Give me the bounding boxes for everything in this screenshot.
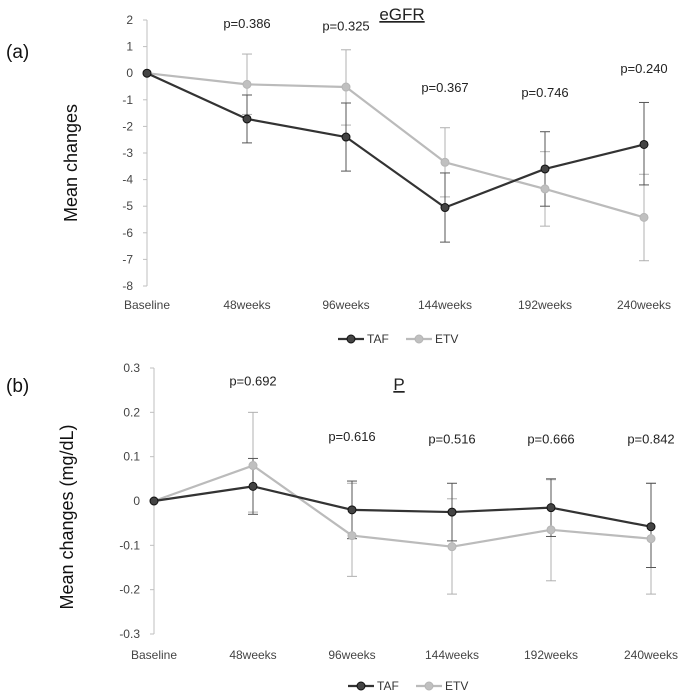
x-tick-label: 144weeks xyxy=(425,648,479,662)
x-tick-label: Baseline xyxy=(124,298,170,312)
p-value-label: p=0.692 xyxy=(229,374,276,389)
legend-marker-etv xyxy=(414,334,424,344)
series-group-p xyxy=(149,411,656,595)
y-tick-label: -3 xyxy=(122,146,133,160)
y-tick-label: 0.2 xyxy=(123,405,140,419)
y-tick-label: -6 xyxy=(122,226,133,240)
series-line-etv xyxy=(146,72,645,219)
y-tick-label: 0.3 xyxy=(123,361,140,375)
data-point-etv xyxy=(347,531,357,541)
legend-p: TAF ETV xyxy=(348,679,468,692)
p-value-label: p=0.367 xyxy=(421,80,468,95)
series-group-egfr xyxy=(142,49,649,262)
y-tick-label: 0 xyxy=(126,66,133,80)
y-tick-label: 2 xyxy=(126,13,133,27)
panel-label-b: (b) xyxy=(6,376,29,397)
x-tick-label: 48weeks xyxy=(223,298,270,312)
data-point-etv xyxy=(242,79,252,89)
p-value-label: p=0.325 xyxy=(322,19,369,34)
data-point-taf xyxy=(546,503,556,513)
legend-marker-taf xyxy=(356,681,366,691)
p-value-label: p=0.842 xyxy=(627,431,674,446)
series-line-taf xyxy=(153,485,652,528)
panel-egfr: (a) eGFR Mean changes 2 1 0 -1 -2 -3 -4 -5 -6 -7 -… xyxy=(6,5,671,346)
data-point-taf xyxy=(447,507,457,517)
data-point-etv xyxy=(639,212,649,222)
p-value-label: p=0.616 xyxy=(328,429,375,444)
y-tick-label: -1 xyxy=(122,93,133,107)
legend-marker-etv xyxy=(424,681,434,691)
data-point-etv xyxy=(540,184,550,194)
data-point-taf xyxy=(149,496,159,506)
x-tick-label: 96weeks xyxy=(328,648,375,662)
panel-phosphorus: (b) P Mean changes (mg/dL) 0.3 0.2 0.1 0 -0.… xyxy=(6,361,678,692)
y-tick-label: -4 xyxy=(122,173,133,187)
x-tick-label: 240weeks xyxy=(617,298,671,312)
data-point-taf xyxy=(142,68,152,78)
y-tick-label: -8 xyxy=(122,279,133,293)
panel-label-a: (a) xyxy=(6,42,29,63)
legend-marker-taf xyxy=(346,334,356,344)
legend-egfr: TAF ETV xyxy=(338,332,458,346)
x-tick-label: Baseline xyxy=(131,648,177,662)
data-point-etv xyxy=(447,542,457,552)
p-value-label: p=0.666 xyxy=(527,431,574,446)
y-tick-label: -7 xyxy=(122,252,133,266)
y-tick-label: -2 xyxy=(122,119,133,133)
chart-title-egfr: eGFR xyxy=(379,5,424,24)
data-point-taf xyxy=(540,164,550,174)
x-tick-label: 192weeks xyxy=(518,298,572,312)
chart-title-p: P xyxy=(393,375,404,394)
data-point-etv xyxy=(440,157,450,167)
x-tick-label: 240weeks xyxy=(624,648,678,662)
data-point-taf xyxy=(248,481,258,491)
legend-label-taf: TAF xyxy=(377,679,399,692)
data-point-etv xyxy=(248,461,258,471)
data-point-etv xyxy=(546,525,556,535)
legend-label-etv: ETV xyxy=(445,679,468,692)
y-axis-label-egfr: Mean changes xyxy=(61,104,81,222)
series-line-taf xyxy=(146,72,645,209)
x-tick-label: 96weeks xyxy=(322,298,369,312)
data-point-taf xyxy=(639,139,649,149)
y-tick-label: -5 xyxy=(122,199,133,213)
y-tick-label: -0.2 xyxy=(119,583,140,597)
x-tick-label: 192weeks xyxy=(524,648,578,662)
data-point-taf xyxy=(347,505,357,515)
data-point-etv xyxy=(646,534,656,544)
p-value-label: p=0.386 xyxy=(223,16,270,31)
p-value-label: p=0.746 xyxy=(521,85,568,100)
series-line-etv xyxy=(153,464,652,548)
data-point-taf xyxy=(440,203,450,213)
y-tick-label: -0.3 xyxy=(119,627,140,641)
x-tick-label: 48weeks xyxy=(229,648,276,662)
p-value-label: p=0.516 xyxy=(428,431,475,446)
p-value-label: p=0.240 xyxy=(620,61,667,76)
axes-p: 0.3 0.2 0.1 0 -0.1 -0.2 -0.3 Baseline 48weeks 96w… xyxy=(119,361,678,662)
legend-label-taf: TAF xyxy=(367,332,389,346)
data-point-etv xyxy=(341,82,351,92)
data-point-taf xyxy=(646,522,656,532)
x-tick-label: 144weeks xyxy=(418,298,472,312)
y-tick-label: 0 xyxy=(133,494,140,508)
data-point-taf xyxy=(341,132,351,142)
y-tick-label: -0.1 xyxy=(119,538,140,552)
y-axis-label-p: Mean changes (mg/dL) xyxy=(57,424,77,609)
data-point-taf xyxy=(242,114,252,124)
legend-label-etv: ETV xyxy=(435,332,458,346)
y-tick-label: 0.1 xyxy=(123,450,140,464)
axes-egfr: 2 1 0 -1 -2 -3 -4 -5 -6 -7 -8 Baseline 48weeks 96week… xyxy=(122,13,671,312)
y-tick-label: 1 xyxy=(126,40,133,54)
